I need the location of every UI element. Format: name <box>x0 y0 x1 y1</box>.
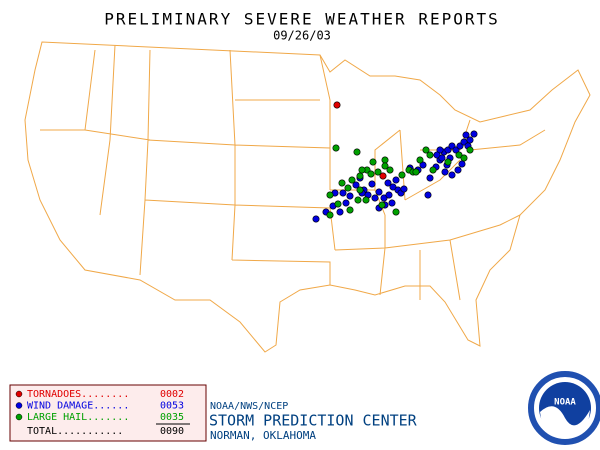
report-dot <box>374 168 382 176</box>
legend-dot <box>15 413 23 421</box>
report-dot <box>369 158 377 166</box>
report-dot <box>338 179 346 187</box>
location: NORMAN, OKLAHOMA <box>210 429 316 442</box>
legend-dot <box>15 402 23 409</box>
report-dot <box>339 189 347 197</box>
us-map <box>24 41 591 353</box>
report-dot <box>352 181 360 189</box>
report-dot <box>426 151 434 159</box>
report-dot <box>375 188 383 196</box>
report-dot <box>326 211 334 219</box>
report-dot <box>416 156 424 164</box>
report-dot <box>444 158 452 166</box>
report-dot <box>381 162 389 170</box>
report-dot <box>466 146 474 154</box>
report-dot <box>388 199 396 207</box>
report-dot <box>412 168 420 176</box>
legend-count: 0053 <box>160 401 184 412</box>
legend-count: 0002 <box>160 389 184 400</box>
logo-text: NOAA <box>554 398 576 408</box>
report-dot <box>462 131 470 139</box>
report-dot <box>422 146 430 154</box>
report-dot <box>332 144 340 152</box>
agency: NOAA/NWS/NCEP <box>210 401 288 412</box>
legend-label: LARGE HAIL....... <box>27 412 129 423</box>
report-dot <box>356 172 364 180</box>
report-dot <box>356 186 364 194</box>
report-dot <box>392 208 400 216</box>
legend-label: WIND DAMAGE...... <box>27 401 129 412</box>
center: STORM PREDICTION CENTER <box>209 412 418 430</box>
report-dot <box>470 130 478 138</box>
report-dot <box>379 172 387 180</box>
report-dot <box>353 148 361 156</box>
report-dot <box>312 215 320 223</box>
report-dot <box>326 191 334 199</box>
report-dot <box>386 166 394 174</box>
us-outline <box>24 41 591 353</box>
report-dot <box>362 196 370 204</box>
legend-count: 0035 <box>160 412 184 423</box>
noaa-logo: NOAA <box>528 371 600 445</box>
report-dot <box>344 184 352 192</box>
report-dot <box>342 199 350 207</box>
legend-box <box>9 384 207 442</box>
report-dot <box>454 166 462 174</box>
report-dot <box>368 180 376 188</box>
report-dot <box>400 185 408 193</box>
legend-dot <box>15 390 23 398</box>
logo-wave <box>540 406 590 435</box>
report-dot <box>448 171 456 179</box>
report-dot <box>371 194 379 202</box>
state-lines <box>40 44 546 301</box>
report-dots <box>312 101 478 223</box>
report-dot <box>334 200 342 208</box>
report-dot <box>424 191 432 199</box>
legend-label: TORNADOES........ <box>27 389 129 400</box>
report-dot <box>381 156 389 164</box>
report-dot <box>346 206 354 214</box>
legend: TORNADOES........ 0002 WIND DAMAGE...... 00… <box>15 389 184 437</box>
title: PRELIMINARY SEVERE WEATHER REPORTS <box>104 10 500 29</box>
report-dot <box>384 179 392 187</box>
report-dot <box>367 170 375 178</box>
report-dot <box>429 166 437 174</box>
report-dot <box>466 136 474 144</box>
date: 09/26/03 <box>273 29 331 43</box>
report-dot <box>426 174 434 182</box>
report-dot <box>358 166 366 174</box>
report-dot <box>354 196 362 204</box>
legend-count: 0090 <box>160 426 184 437</box>
report-dot <box>460 154 468 162</box>
report-dot <box>458 160 466 168</box>
report-dot <box>385 191 393 199</box>
report-dot <box>438 154 446 162</box>
report-dot <box>336 208 344 216</box>
legend-label: TOTAL........... <box>27 426 123 437</box>
report-dot <box>333 101 341 109</box>
report-dot <box>378 201 386 209</box>
report-dot <box>392 176 400 184</box>
report-dot <box>398 171 406 179</box>
report-dot <box>441 168 449 176</box>
report-dot <box>346 192 354 200</box>
report-dot <box>348 176 356 184</box>
